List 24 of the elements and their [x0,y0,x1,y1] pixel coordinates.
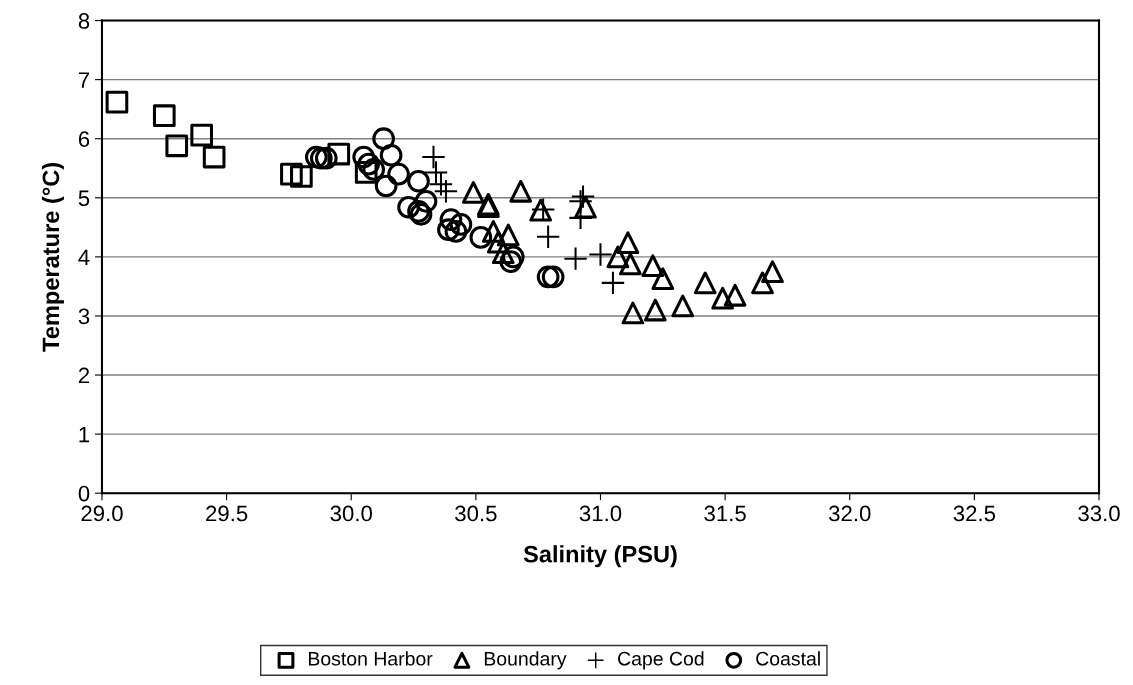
x-tick-label: 33.0 [1078,505,1120,522]
y-tick-label: 0 [78,485,90,502]
y-tick-label: 8 [78,13,90,29]
legend-label: Coastal [756,651,820,666]
y-tick-label: 3 [78,308,90,325]
y-axis-title: Temperature (°C) [41,163,64,352]
x-tick-label: 32.5 [953,505,996,522]
y-tick-label: 6 [78,131,90,147]
x-tick-label: 31.5 [704,505,746,522]
x-tick-label: 29.0 [81,505,123,522]
x-tick-label: 30.0 [330,505,372,522]
y-tick-label: 1 [79,426,90,443]
legend-label: Boston Harbor [308,651,433,666]
x-tick-label: 30.5 [455,505,497,522]
y-tick-label: 7 [78,72,90,88]
x-tick-label: 31.0 [579,505,622,522]
x-tick-label: 29.5 [206,505,248,522]
y-tick-label: 4 [78,249,90,265]
x-tick-label: 32.0 [828,505,871,522]
legend-label: Cape Cod [618,651,704,670]
y-tick-label: 2 [78,367,90,384]
legend-label: Boundary [484,651,567,670]
x-axis-title: Salinity (PSU) [523,545,677,568]
y-tick-label: 5 [78,190,90,207]
